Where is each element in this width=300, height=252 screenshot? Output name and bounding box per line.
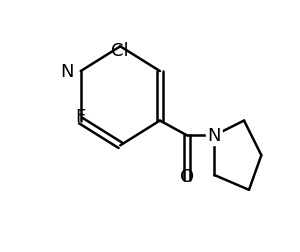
Text: N: N xyxy=(208,127,221,145)
Text: N: N xyxy=(60,63,73,81)
Text: O: O xyxy=(180,167,194,185)
Text: Cl: Cl xyxy=(112,42,129,60)
Text: F: F xyxy=(76,108,86,126)
